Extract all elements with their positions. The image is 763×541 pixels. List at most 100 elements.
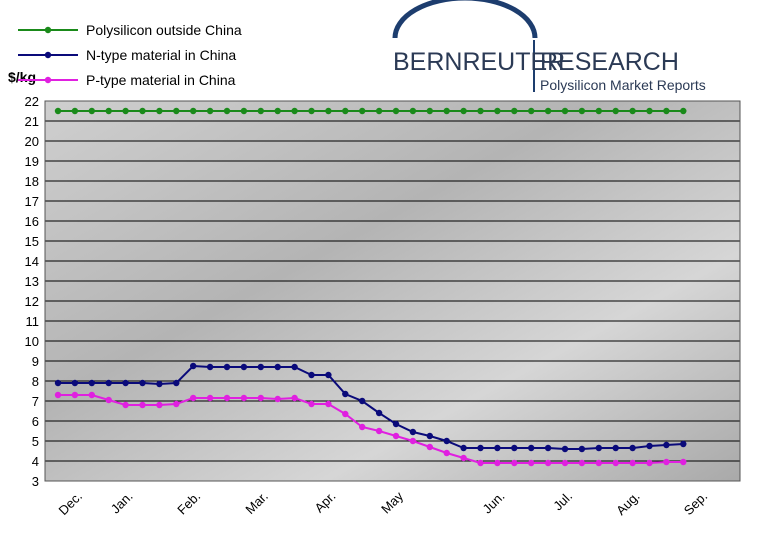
y-tick-label: 20 (25, 134, 39, 149)
x-tick-label: Jul. (550, 489, 575, 514)
data-point (342, 390, 349, 398)
data-point (375, 427, 383, 435)
data-point (325, 371, 332, 379)
data-point (54, 391, 62, 399)
y-tick-label: 17 (25, 194, 39, 209)
data-point (156, 380, 163, 388)
y-tick-label: 4 (32, 454, 39, 469)
y-tick-label: 7 (32, 394, 39, 409)
data-point (663, 441, 670, 449)
data-point (139, 401, 146, 409)
data-point (274, 363, 281, 371)
data-point (122, 107, 129, 115)
data-point (392, 107, 400, 115)
data-point (544, 459, 552, 467)
data-point (257, 394, 264, 402)
x-tick-label: Aug. (613, 489, 643, 519)
data-point (54, 107, 62, 115)
plot-background (45, 101, 740, 481)
data-point (561, 107, 569, 115)
data-point (206, 394, 214, 402)
data-point (156, 401, 163, 409)
data-point (122, 379, 129, 387)
data-point (578, 107, 586, 115)
legend-marker (44, 76, 52, 84)
plot-border (44, 100, 741, 482)
x-tick-label: Feb. (174, 489, 203, 518)
data-point (375, 409, 383, 417)
data-point (680, 107, 687, 115)
data-point (190, 394, 197, 402)
data-point (443, 107, 450, 115)
data-point (88, 107, 96, 115)
data-point (561, 445, 569, 453)
data-point (477, 444, 484, 452)
data-point (528, 444, 535, 452)
data-point (663, 458, 670, 466)
logo-arc (392, 0, 538, 39)
data-point (139, 379, 146, 387)
y-tick-label: 10 (25, 334, 39, 349)
data-point (494, 444, 501, 452)
y-tick-label: 12 (25, 294, 39, 309)
data-point (426, 443, 433, 451)
data-point (206, 363, 214, 371)
data-point (274, 395, 281, 403)
data-point (105, 396, 112, 404)
logo-text: RESEARCH (540, 48, 679, 76)
legend-label: N-type material in China (86, 47, 236, 63)
data-point (443, 437, 450, 445)
data-point (342, 410, 349, 418)
data-point (308, 371, 315, 379)
data-point (139, 107, 146, 115)
data-point (71, 107, 79, 115)
data-point (359, 107, 366, 115)
data-point (105, 107, 112, 115)
data-point (308, 107, 315, 115)
data-point (595, 444, 602, 452)
data-point (105, 379, 112, 387)
legend-label: P-type material in China (86, 72, 236, 88)
data-point (544, 107, 552, 115)
y-tick-label: 19 (25, 154, 39, 169)
y-tick-label: 18 (25, 174, 39, 189)
legend-label: Polysilicon outside China (86, 22, 242, 38)
data-point (646, 442, 653, 450)
data-point (409, 428, 417, 436)
data-point (612, 459, 619, 467)
data-point (375, 107, 383, 115)
data-point (511, 444, 518, 452)
data-point (342, 107, 349, 115)
x-tick-label: May (378, 488, 406, 516)
y-tick-label: 21 (25, 114, 39, 129)
y-tick-label: 9 (32, 354, 39, 369)
data-point (528, 459, 535, 467)
data-point (257, 363, 264, 371)
y-tick-label: 14 (25, 254, 39, 269)
data-point (392, 420, 400, 428)
x-tick-label: Dec. (56, 489, 86, 519)
data-point (595, 459, 602, 467)
data-point (460, 107, 467, 115)
data-point (680, 440, 687, 448)
data-point (494, 107, 501, 115)
data-point (409, 437, 417, 445)
data-point (426, 432, 433, 440)
data-point (325, 107, 332, 115)
data-point (223, 363, 231, 371)
data-point (629, 107, 636, 115)
legend-marker (44, 51, 52, 59)
y-tick-label: 6 (32, 414, 39, 429)
data-point (274, 107, 281, 115)
data-point (291, 363, 298, 371)
data-point (511, 459, 518, 467)
data-point (359, 423, 366, 431)
y-axis-label: $/kg (8, 69, 36, 85)
data-point (291, 394, 298, 402)
data-point (71, 379, 79, 387)
data-point (88, 391, 96, 399)
data-point (392, 432, 400, 440)
data-point (325, 400, 332, 408)
